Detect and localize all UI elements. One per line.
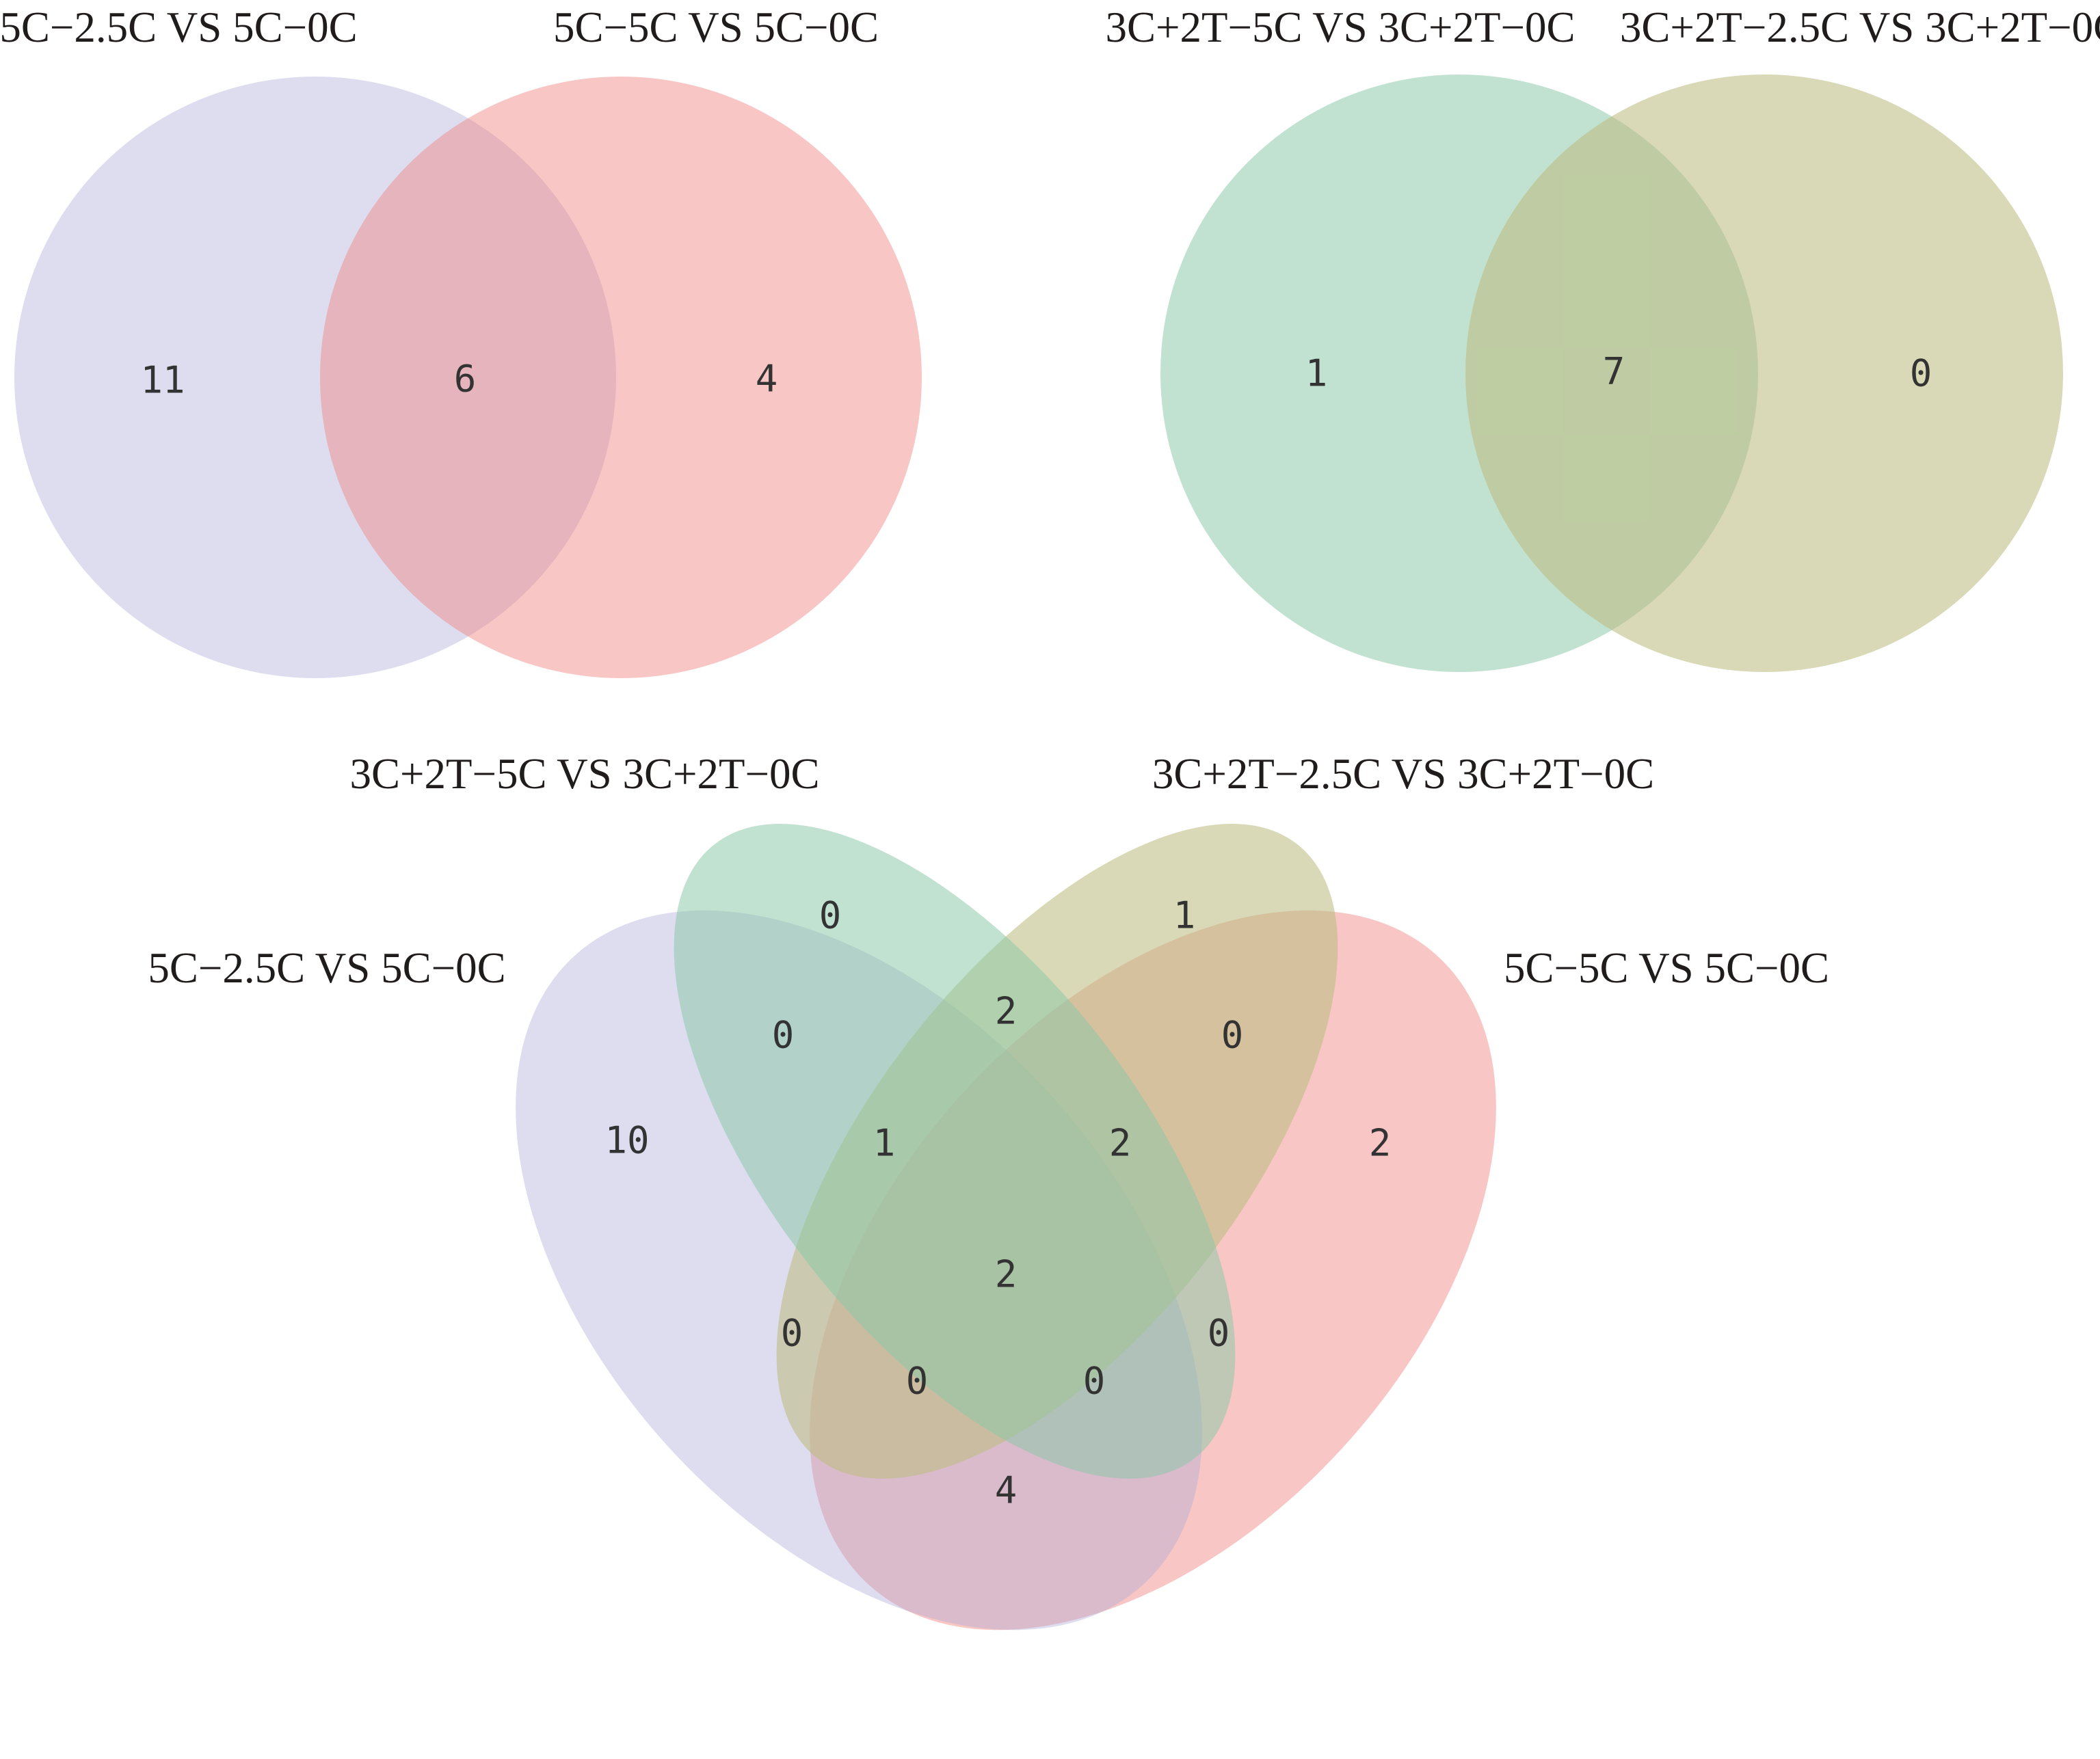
set-label-quad-green: 3C+2T−5C VS 3C+2T−0C xyxy=(349,750,820,798)
venn1-count-intersection: 6 xyxy=(453,357,477,401)
venn1-circle-lavender xyxy=(14,77,616,678)
venn1-circle-red xyxy=(320,77,922,678)
set-label-3c2t-5c: 3C+2T−5C VS 3C+2T−0C xyxy=(1105,3,1576,51)
venn3-count-A-C-D: 0 xyxy=(905,1359,929,1403)
venn3-count-A-D: 4 xyxy=(994,1468,1018,1512)
venn3-count-D-only: 2 xyxy=(1368,1121,1392,1165)
venn3-count-C-D: 0 xyxy=(1221,1013,1244,1057)
venn2-circle-olive xyxy=(1465,75,2063,672)
venn3-count-A-B-D: 0 xyxy=(1082,1359,1106,1403)
venn1-count-left-only: 11 xyxy=(140,358,185,402)
venn3-count-A-only: 10 xyxy=(604,1118,650,1162)
set-label-quad-lavender: 5C−2.5C VS 5C−0C xyxy=(148,944,506,992)
venn3-count-A-B-C: 1 xyxy=(873,1121,896,1165)
venn3-count-A-C: 0 xyxy=(780,1311,803,1355)
venn3-count-B-only: 0 xyxy=(819,894,842,937)
set-label-quad-olive: 3C+2T−2.5C VS 3C+2T−0C xyxy=(1152,750,1655,798)
venn1-count-right-only: 4 xyxy=(755,357,778,401)
venn3-count-B-D: 0 xyxy=(1207,1311,1230,1355)
venn2-count-right-only: 0 xyxy=(1909,351,1932,395)
figure-canvas: 5C−2.5C VS 5C−0C 5C−5C VS 5C−0C 11 6 4 3… xyxy=(0,3,2100,1759)
venn2-count-intersection: 7 xyxy=(1602,349,1625,393)
venn3-count-C-only: 1 xyxy=(1173,894,1196,937)
venn2-count-left-only: 1 xyxy=(1305,351,1328,395)
venn3-count-B-C: 2 xyxy=(994,989,1018,1033)
set-label-quad-red: 5C−5C VS 5C−0C xyxy=(1503,944,1830,992)
set-label-5c-2-5c: 5C−2.5C VS 5C−0C xyxy=(0,3,358,51)
venn3-count-A-B-C-D: 2 xyxy=(994,1252,1018,1296)
venn3-count-A-B: 0 xyxy=(771,1013,795,1057)
set-label-5c-5c: 5C−5C VS 5C−0C xyxy=(553,3,879,51)
set-label-3c2t-2-5c: 3C+2T−2.5C VS 3C+2T−0C xyxy=(1619,3,2100,51)
venn3-count-B-C-D: 2 xyxy=(1108,1121,1132,1165)
